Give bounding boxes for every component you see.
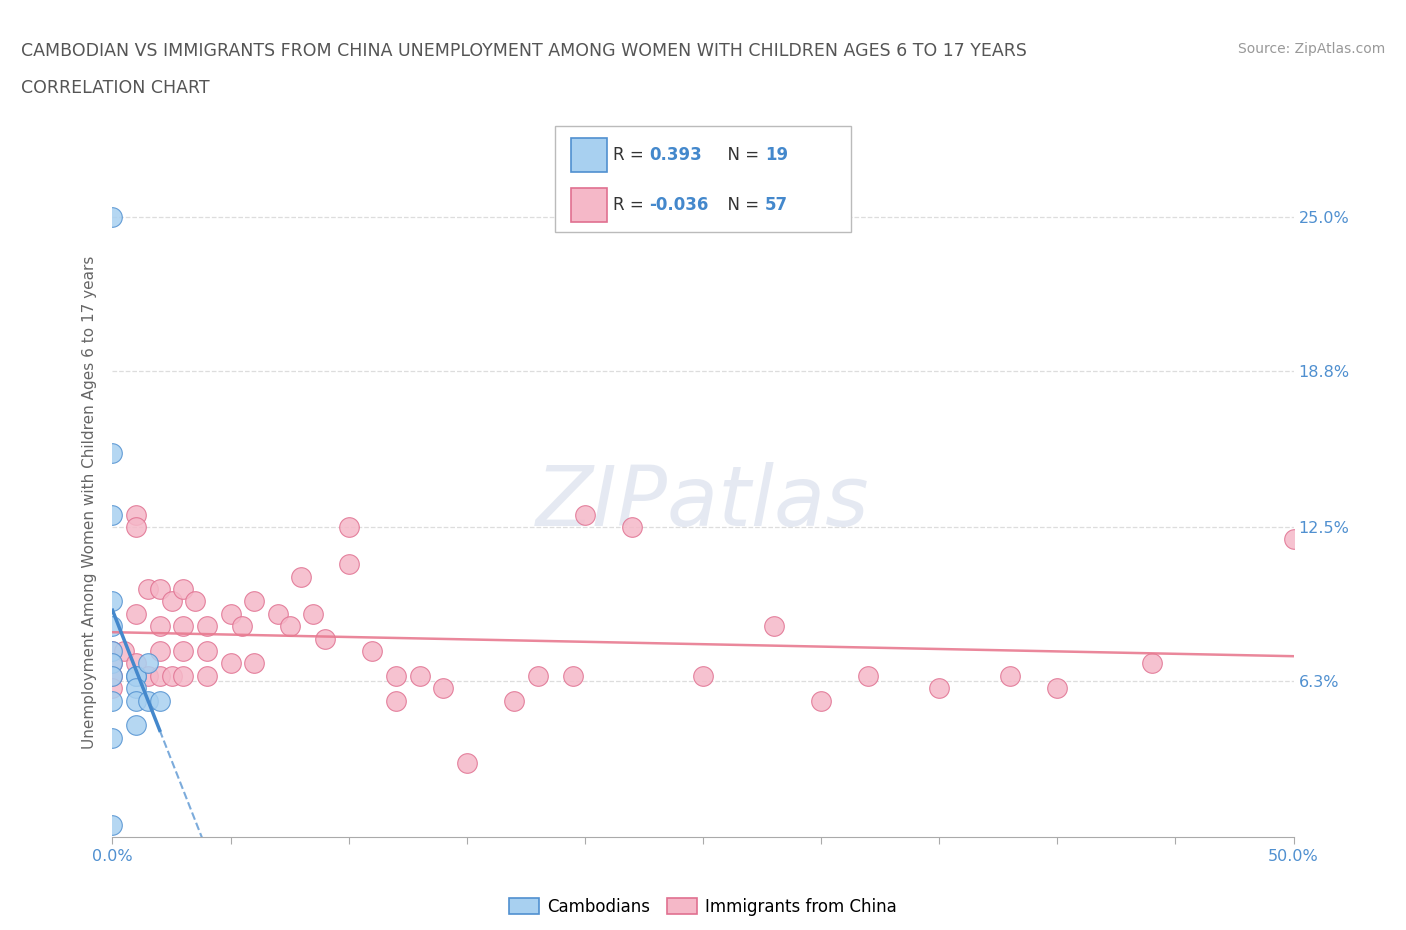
- Point: [125, 520, 148, 535]
- Point: [125, 606, 148, 621]
- Point: [337, 520, 360, 535]
- Point: [408, 669, 430, 684]
- Point: [503, 693, 526, 708]
- Text: R =: R =: [613, 146, 650, 164]
- Point: [149, 644, 172, 658]
- Point: [195, 669, 218, 684]
- Point: [101, 817, 124, 832]
- Legend: Cambodians, Immigrants from China: Cambodians, Immigrants from China: [502, 891, 904, 923]
- Point: [160, 594, 183, 609]
- Point: [101, 594, 124, 609]
- Point: [195, 644, 218, 658]
- Point: [125, 507, 148, 522]
- Point: [125, 681, 148, 696]
- Point: [928, 681, 950, 696]
- Point: [149, 693, 172, 708]
- Point: [692, 669, 714, 684]
- Point: [243, 656, 266, 671]
- Point: [136, 581, 159, 596]
- Point: [172, 618, 194, 633]
- Point: [136, 656, 159, 671]
- Point: [125, 669, 148, 684]
- Point: [101, 644, 124, 658]
- Point: [112, 644, 135, 658]
- Text: Source: ZipAtlas.com: Source: ZipAtlas.com: [1237, 42, 1385, 56]
- Point: [858, 669, 880, 684]
- Point: [456, 755, 478, 770]
- Point: [432, 681, 454, 696]
- Point: [136, 693, 159, 708]
- Point: [621, 520, 644, 535]
- Text: N =: N =: [717, 196, 765, 214]
- Point: [385, 669, 408, 684]
- Text: CAMBODIAN VS IMMIGRANTS FROM CHINA UNEMPLOYMENT AMONG WOMEN WITH CHILDREN AGES 6: CAMBODIAN VS IMMIGRANTS FROM CHINA UNEMP…: [21, 42, 1026, 60]
- Point: [302, 606, 325, 621]
- Point: [762, 618, 785, 633]
- Point: [314, 631, 336, 646]
- Point: [101, 693, 124, 708]
- Point: [278, 618, 301, 633]
- Text: 19: 19: [765, 146, 787, 164]
- Point: [361, 644, 384, 658]
- Point: [136, 669, 159, 684]
- Point: [526, 669, 548, 684]
- Point: [101, 507, 124, 522]
- Point: [219, 656, 242, 671]
- Point: [101, 656, 124, 671]
- Text: ZIPatlas: ZIPatlas: [536, 461, 870, 543]
- Point: [101, 669, 124, 684]
- Point: [101, 644, 124, 658]
- Point: [195, 618, 218, 633]
- Text: 0.393: 0.393: [650, 146, 703, 164]
- Point: [184, 594, 207, 609]
- Point: [998, 669, 1021, 684]
- Point: [149, 581, 172, 596]
- Point: [101, 209, 124, 224]
- Point: [172, 581, 194, 596]
- Point: [149, 669, 172, 684]
- Point: [574, 507, 596, 522]
- Point: [267, 606, 290, 621]
- Text: 57: 57: [765, 196, 787, 214]
- Point: [125, 693, 148, 708]
- Point: [810, 693, 832, 708]
- Point: [101, 681, 124, 696]
- Point: [385, 693, 408, 708]
- Text: CORRELATION CHART: CORRELATION CHART: [21, 79, 209, 97]
- Point: [149, 618, 172, 633]
- Point: [231, 618, 253, 633]
- Point: [562, 669, 585, 684]
- Point: [1046, 681, 1069, 696]
- Point: [243, 594, 266, 609]
- Point: [337, 557, 360, 572]
- Point: [125, 669, 148, 684]
- Point: [219, 606, 242, 621]
- Point: [101, 656, 124, 671]
- Point: [172, 669, 194, 684]
- Point: [101, 669, 124, 684]
- Point: [101, 618, 124, 633]
- Text: N =: N =: [717, 146, 765, 164]
- Point: [160, 669, 183, 684]
- Point: [290, 569, 312, 584]
- Text: R =: R =: [613, 196, 650, 214]
- Point: [1282, 532, 1305, 547]
- Text: -0.036: -0.036: [650, 196, 709, 214]
- Point: [1140, 656, 1163, 671]
- Point: [172, 644, 194, 658]
- Y-axis label: Unemployment Among Women with Children Ages 6 to 17 years: Unemployment Among Women with Children A…: [82, 256, 97, 749]
- Point: [125, 718, 148, 733]
- Point: [125, 656, 148, 671]
- Point: [101, 445, 124, 460]
- Point: [101, 730, 124, 745]
